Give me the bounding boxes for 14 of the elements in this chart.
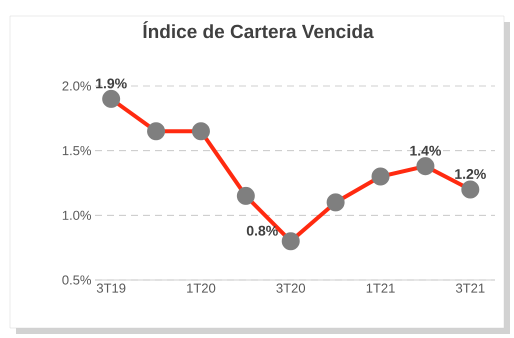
x-tick-label: 3T20	[276, 284, 306, 293]
y-tick-label: 1.0%	[62, 210, 92, 220]
data-label: 1.4%	[410, 146, 441, 156]
chart-title: Índice de Cartera Vencida	[143, 21, 374, 38]
x-tick-label: 3T19	[96, 284, 126, 293]
x-tick-label: 1T20	[187, 284, 216, 293]
y-tick-label: 1.5%	[62, 146, 92, 156]
y-tick-label: 0.5%	[62, 275, 92, 285]
x-tick-label: 3T21	[456, 284, 484, 293]
data-label: 0.8%	[246, 226, 278, 236]
y-tick-label: 2.0%	[62, 81, 92, 91]
data-label: 1.2%	[455, 169, 486, 179]
x-tick-label: 1T21	[366, 284, 395, 293]
data-label: 1.9%	[96, 78, 127, 88]
